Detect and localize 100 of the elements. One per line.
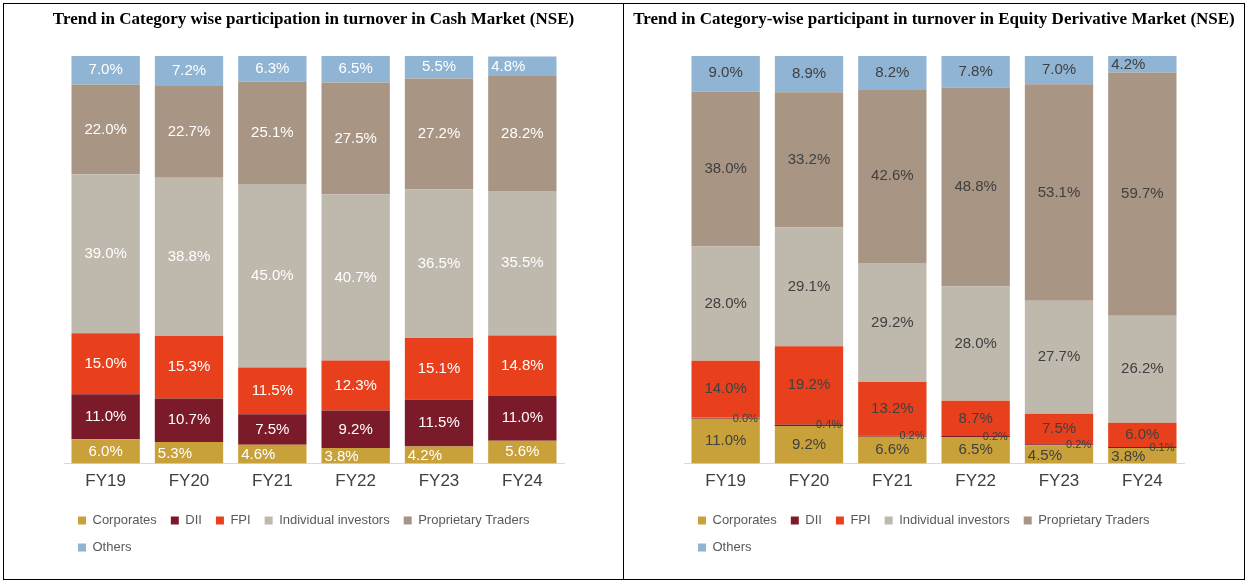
bar <box>1108 72 1177 316</box>
data-label: 25.1% <box>250 122 294 140</box>
bar <box>487 75 556 191</box>
x-tick-label: FY24 <box>501 471 543 491</box>
data-label: 36.5% <box>417 253 460 271</box>
x-tick-label: FY23 <box>418 471 459 491</box>
data-label: 6.5% <box>958 440 993 458</box>
data-label: 5.5% <box>421 57 456 75</box>
bar <box>404 78 473 190</box>
data-label: 28.0% <box>954 333 997 351</box>
legend-label: FPI <box>850 512 871 528</box>
data-label: 22.7% <box>167 121 210 139</box>
bar <box>237 367 306 415</box>
data-label: 4.8% <box>490 57 525 75</box>
data-label: 28.0% <box>704 293 747 311</box>
x-tick-label: FY19 <box>84 471 126 491</box>
data-label: 14.0% <box>704 379 747 397</box>
x-tick-label: FY20 <box>788 471 830 491</box>
x-tick-label: FY22 <box>334 471 376 491</box>
data-label: 5.6% <box>504 442 539 460</box>
bar <box>1108 315 1177 423</box>
chart-title: Trend in Category-wise participant in turnover in Equity Derivative Market (NSE) <box>632 8 1236 30</box>
data-label: 0.1% <box>1149 440 1175 453</box>
data-label: 59.7% <box>1121 184 1164 202</box>
legend-label: Others <box>92 539 132 555</box>
x-tick-label: FY21 <box>251 471 293 491</box>
bar <box>774 426 844 464</box>
bar <box>154 56 223 86</box>
bar <box>237 81 306 184</box>
data-label: 8.2% <box>875 62 910 80</box>
bar <box>321 82 390 195</box>
bar <box>487 190 556 336</box>
data-label: 53.1% <box>1037 182 1081 200</box>
data-label: 15.1% <box>417 358 460 376</box>
bar <box>154 177 223 337</box>
bar <box>858 56 927 90</box>
data-label: 33.2% <box>787 150 831 168</box>
x-tick-label: FY22 <box>955 471 996 491</box>
bar <box>154 336 223 399</box>
bar <box>1024 84 1094 301</box>
data-label: 6.3% <box>254 58 289 76</box>
legend-label: Corporates <box>712 512 778 528</box>
x-tick-label: FY24 <box>1122 471 1163 491</box>
x-tick-label: FY23 <box>1038 471 1080 491</box>
bar <box>321 194 390 361</box>
data-label: 39.0% <box>83 243 127 261</box>
legend-label: Proprietary Traders <box>1038 512 1150 528</box>
bar <box>154 85 223 178</box>
x-tick-label: FY20 <box>168 471 209 491</box>
bar <box>71 333 140 395</box>
bar <box>1024 300 1094 414</box>
legend-label: Corporates <box>92 512 157 528</box>
bar <box>691 246 760 361</box>
bar <box>71 56 140 85</box>
legend-label: Others <box>712 539 753 555</box>
bar <box>774 56 844 93</box>
data-label: 7.8% <box>958 61 993 79</box>
bar <box>237 414 306 445</box>
data-label: 42.6% <box>871 166 914 184</box>
data-label: 13.2% <box>871 398 914 416</box>
data-label: 5.3% <box>157 443 192 461</box>
data-label: 0.2% <box>899 429 925 442</box>
data-label: 11.0% <box>704 431 747 449</box>
data-label: 7.2% <box>171 60 206 78</box>
data-label: 4.2% <box>407 446 442 464</box>
bar <box>487 335 556 396</box>
legend-label: DII <box>184 512 202 528</box>
bar <box>487 395 556 441</box>
data-label: 10.7% <box>167 410 210 428</box>
data-label: 38.0% <box>704 159 747 177</box>
legend-label: DII <box>805 512 822 528</box>
data-label: 14.8% <box>500 355 544 373</box>
data-label: 9.2% <box>338 419 373 437</box>
data-label: 11.0% <box>501 408 543 426</box>
legend-label: FPI <box>229 512 251 528</box>
bar <box>774 92 844 228</box>
data-label: 29.2% <box>871 312 914 330</box>
legend-label: Proprietary Traders <box>417 512 530 528</box>
data-label: 6.0% <box>1125 425 1160 443</box>
data-label: 35.5% <box>500 253 544 271</box>
data-label: 40.7% <box>333 267 377 285</box>
data-label: 9.0% <box>708 63 743 81</box>
data-label: 4.5% <box>1027 445 1063 463</box>
data-label: 7.5% <box>1041 419 1077 437</box>
bar <box>858 262 927 382</box>
data-label: 3.8% <box>1111 447 1146 464</box>
bar <box>941 286 1010 401</box>
data-label: 9.2% <box>791 434 827 452</box>
data-label: 6.6% <box>875 440 910 458</box>
data-label: 22.0% <box>83 119 127 137</box>
bar <box>691 56 760 92</box>
data-label: 48.8% <box>954 177 997 195</box>
data-label: 29.1% <box>787 277 831 295</box>
bar <box>237 183 306 368</box>
bar <box>321 360 390 411</box>
data-label: 12.3% <box>333 375 377 393</box>
bar <box>691 91 760 247</box>
data-label: 0.0% <box>732 411 759 424</box>
data-label: 11.5% <box>417 413 460 431</box>
data-label: 7.0% <box>88 60 123 78</box>
